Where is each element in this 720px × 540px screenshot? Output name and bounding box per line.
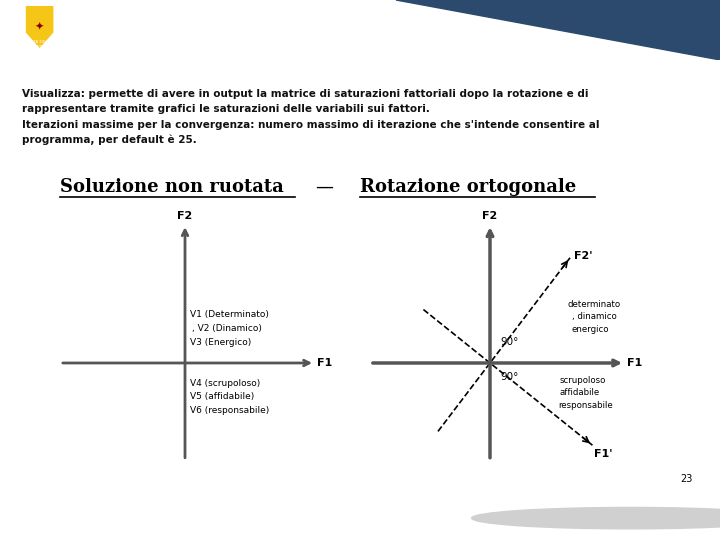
Text: scrupoloso: scrupoloso xyxy=(560,376,606,385)
Text: Visualizza: permette di avere in output la matrice di saturazioni fattoriali dop: Visualizza: permette di avere in output … xyxy=(22,89,588,99)
Text: 90°: 90° xyxy=(500,373,518,382)
Text: UNIVERSITÀ DEGLI STUDI
DI GENOVA: UNIVERSITÀ DEGLI STUDI DI GENOVA xyxy=(14,40,66,49)
Polygon shape xyxy=(396,0,720,60)
Text: , V2 (Dinamico): , V2 (Dinamico) xyxy=(192,323,262,333)
Text: 90°: 90° xyxy=(500,338,518,347)
Text: F2: F2 xyxy=(177,211,193,221)
Text: —: — xyxy=(315,178,333,196)
Text: V1 (Determinato): V1 (Determinato) xyxy=(190,310,269,319)
Text: Iterazioni massime per la convergenza: numero massimo di iterazione che s'intend: Iterazioni massime per la convergenza: n… xyxy=(22,119,600,130)
Text: V5 (affidabile): V5 (affidabile) xyxy=(190,393,254,401)
Text: V3 (Energico): V3 (Energico) xyxy=(190,338,251,347)
Polygon shape xyxy=(0,491,360,540)
Text: F1: F1 xyxy=(317,358,332,368)
Text: Rotazione ortogonale: Rotazione ortogonale xyxy=(360,178,576,196)
Text: ✦: ✦ xyxy=(35,22,45,32)
Text: F1: F1 xyxy=(627,358,642,368)
Text: V4 (scrupoloso): V4 (scrupoloso) xyxy=(190,379,260,388)
Text: Soluzione non ruotata: Soluzione non ruotata xyxy=(60,178,284,196)
Text: F1': F1' xyxy=(595,449,613,460)
Text: affidabile: affidabile xyxy=(560,388,600,397)
Text: Dipartimento di Scienze Politiche: Dipartimento di Scienze Politiche xyxy=(644,513,720,523)
Text: F2: F2 xyxy=(482,211,498,221)
Text: energico: energico xyxy=(572,325,610,334)
Text: rappresentare tramite grafici le saturazioni delle variabili sui fattori.: rappresentare tramite grafici le saturaz… xyxy=(22,104,430,114)
Text: determinato: determinato xyxy=(568,300,621,309)
Text: 23: 23 xyxy=(680,474,693,484)
Text: responsabile: responsabile xyxy=(558,401,613,410)
Text: V6 (responsabile): V6 (responsabile) xyxy=(190,406,269,415)
Text: , dinamico: , dinamico xyxy=(572,312,617,321)
Polygon shape xyxy=(25,5,54,49)
Text: Analisi fattoriale con SPSS: Analisi fattoriale con SPSS xyxy=(115,20,351,38)
Text: programma, per default è 25.: programma, per default è 25. xyxy=(22,135,197,145)
Text: F2': F2' xyxy=(574,251,593,261)
Circle shape xyxy=(472,508,720,529)
